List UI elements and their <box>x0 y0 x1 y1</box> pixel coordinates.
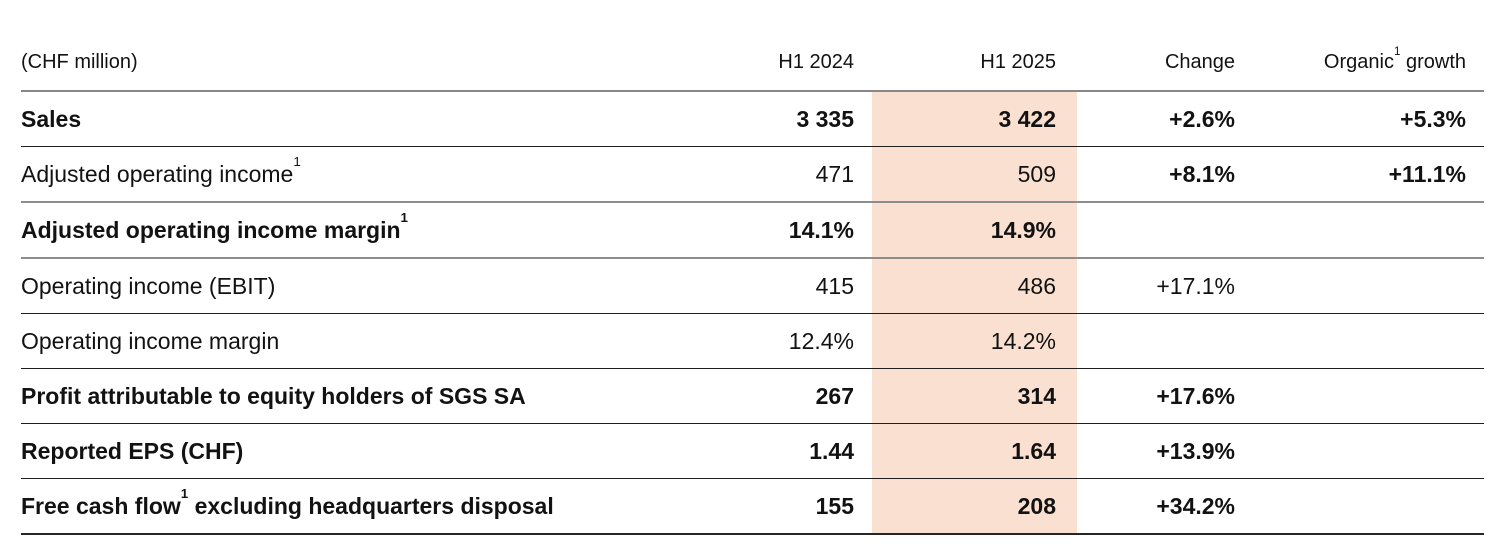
table-row-adjusted-operating-income: Adjusted operating income1 471 509 +8.1%… <box>21 146 1484 203</box>
row-label: Profit attributable to equity holders of… <box>21 368 712 424</box>
table-row-reported-eps: Reported EPS (CHF) 1.44 1.64 +13.9% <box>21 423 1484 479</box>
value-change: +8.1% <box>1077 146 1237 203</box>
table-row-adjusted-operating-income-margin: Adjusted operating income margin1 14.1% … <box>21 202 1484 259</box>
value-h1-2024: 155 <box>712 478 872 535</box>
value-organic-growth <box>1237 368 1484 424</box>
table-row-profit-attributable: Profit attributable to equity holders of… <box>21 368 1484 424</box>
value-h1-2025: 1.64 <box>872 423 1077 479</box>
value-change <box>1077 313 1237 369</box>
row-label-text: Operating income margin <box>21 327 280 354</box>
value-h1-2024: 415 <box>712 258 872 314</box>
value-organic-growth <box>1237 258 1484 314</box>
value-h1-2025: 314 <box>872 368 1077 424</box>
value-organic-growth: +5.3% <box>1237 91 1484 147</box>
column-header-text: H1 2024 <box>778 51 854 73</box>
table-row-operating-income-margin: Operating income margin 12.4% 14.2% <box>21 313 1484 369</box>
table-row-free-cash-flow: Free cash flow1 excluding headquarters d… <box>21 478 1484 535</box>
half-year-results-table: (CHF million) H1 2024 H1 2025 Change Org… <box>21 0 1484 535</box>
value-organic-growth: +11.1% <box>1237 146 1484 203</box>
row-label-text: Operating income (EBIT) <box>21 272 276 299</box>
column-header-text: growth <box>1400 51 1466 73</box>
row-label: Adjusted operating income margin1 <box>21 202 712 259</box>
value-change: +17.6% <box>1077 368 1237 424</box>
footnote-marker: 1 <box>293 154 301 170</box>
value-h1-2025: 14.2% <box>872 313 1077 369</box>
value-h1-2025: 14.9% <box>872 202 1077 259</box>
column-header-organic-growth: Organic1 growth <box>1237 0 1484 92</box>
table-row-sales: Sales 3 335 3 422 +2.6% +5.3% <box>21 91 1484 147</box>
unit-label: (CHF million) <box>21 0 712 92</box>
row-label: Operating income margin <box>21 313 712 369</box>
row-label-text: Adjusted operating income margin <box>21 216 401 243</box>
value-organic-growth <box>1237 202 1484 259</box>
value-h1-2024: 267 <box>712 368 872 424</box>
footnote-marker: 1 <box>1393 44 1401 58</box>
row-label-text: Reported EPS (CHF) <box>21 437 244 464</box>
value-change: +17.1% <box>1077 258 1237 314</box>
financial-results-section: (CHF million) H1 2024 H1 2025 Change Org… <box>21 0 1484 535</box>
row-label: Reported EPS (CHF) <box>21 423 712 479</box>
value-organic-growth <box>1237 478 1484 535</box>
table-row-operating-income-ebit: Operating income (EBIT) 415 486 +17.1% <box>21 258 1484 314</box>
row-label: Operating income (EBIT) <box>21 258 712 314</box>
row-label-text: Sales <box>21 105 82 132</box>
column-header-h1-2024: H1 2024 <box>712 0 872 92</box>
value-change: +13.9% <box>1077 423 1237 479</box>
value-h1-2024: 14.1% <box>712 202 872 259</box>
footnote-marker: 1 <box>180 486 189 502</box>
value-h1-2024: 1.44 <box>712 423 872 479</box>
column-header-h1-2025: H1 2025 <box>872 0 1077 92</box>
footnote-marker: 1 <box>400 210 408 226</box>
row-label: Sales <box>21 91 712 147</box>
header-row: (CHF million) H1 2024 H1 2025 Change Org… <box>21 0 1484 92</box>
row-label-text: Adjusted operating income <box>21 160 294 187</box>
column-header-change: Change <box>1077 0 1237 92</box>
column-header-text: Organic <box>1323 51 1394 73</box>
row-label-text: Free cash flow <box>21 492 181 519</box>
value-h1-2025: 208 <box>872 478 1077 535</box>
value-change <box>1077 202 1237 259</box>
column-header-text: H1 2025 <box>980 51 1056 73</box>
value-organic-growth <box>1237 313 1484 369</box>
value-h1-2025: 509 <box>872 146 1077 203</box>
value-h1-2024: 471 <box>712 146 872 203</box>
value-h1-2025: 486 <box>872 258 1077 314</box>
value-change: +2.6% <box>1077 91 1237 147</box>
row-label-text: Profit attributable to equity holders of… <box>21 382 526 409</box>
value-h1-2025: 3 422 <box>872 91 1077 147</box>
value-h1-2024: 12.4% <box>712 313 872 369</box>
row-label: Adjusted operating income1 <box>21 146 712 203</box>
value-change: +34.2% <box>1077 478 1237 535</box>
row-label: Free cash flow1 excluding headquarters d… <box>21 478 712 535</box>
row-label-text: excluding headquarters disposal <box>188 492 554 519</box>
column-header-text: Change <box>1164 51 1235 73</box>
value-organic-growth <box>1237 423 1484 479</box>
value-h1-2024: 3 335 <box>712 91 872 147</box>
